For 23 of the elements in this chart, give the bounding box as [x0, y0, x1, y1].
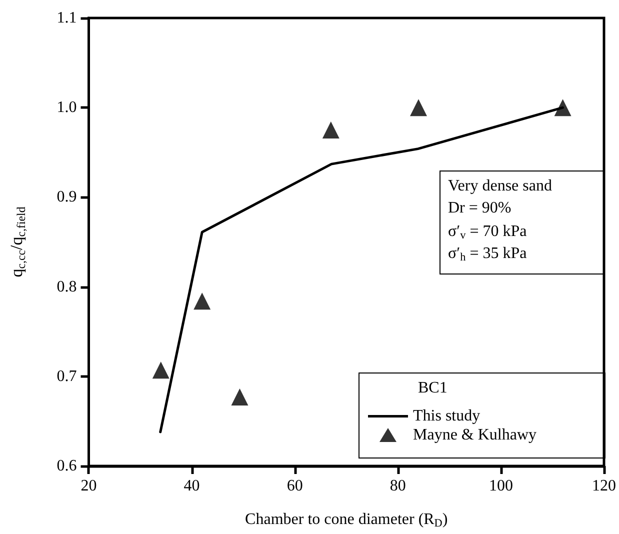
- point: [322, 122, 340, 138]
- x-tick-label: 100: [488, 478, 513, 494]
- annotation: Very dense sand: [448, 178, 552, 194]
- legend-title: BC1: [418, 380, 448, 396]
- y-tick-label: 0.6: [56, 458, 77, 474]
- point: [194, 292, 211, 310]
- x-tick-label: 60: [286, 478, 303, 494]
- legend-label: Mayne & Kulhawy: [413, 426, 537, 444]
- y-tick-label: 1.1: [56, 10, 77, 26]
- y-tick-label: 0.9: [56, 188, 77, 206]
- point: [410, 99, 428, 116]
- point: [152, 362, 170, 379]
- y-axis-title: qc,cc/qc,field: [7, 206, 28, 278]
- legend-label: This study: [413, 408, 480, 424]
- y-tick-label: 0.7: [56, 368, 77, 385]
- point: [231, 388, 248, 406]
- y-tick-label: 1.0: [56, 99, 77, 116]
- x-tick-label: 40: [184, 478, 200, 494]
- x-tick-label: 120: [592, 478, 616, 494]
- annotation: Dr = 90%: [448, 200, 512, 216]
- y-tick-label: 0.8: [56, 278, 77, 296]
- x-tick-label: 20: [80, 478, 97, 494]
- x-tick-label: 80: [390, 478, 406, 494]
